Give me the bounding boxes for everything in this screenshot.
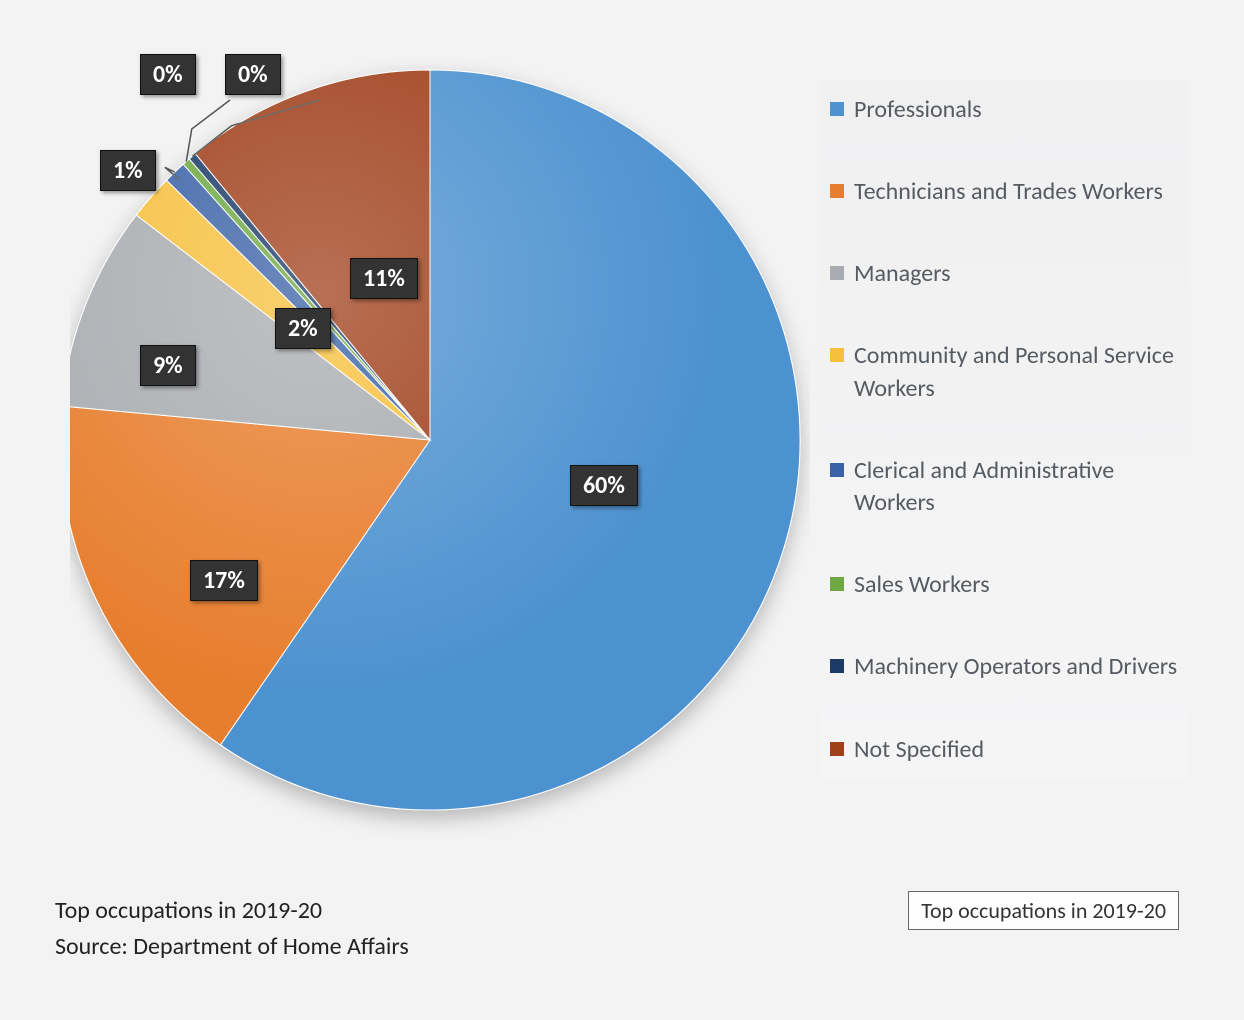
- legend-item: Machinery Operators and Drivers: [830, 651, 1178, 683]
- footer-title-box: Top occupations in 2019-20: [908, 891, 1179, 930]
- legend-swatch: [830, 659, 844, 673]
- slice-label: 1%: [100, 150, 156, 191]
- legend-label: Machinery Operators and Drivers: [854, 651, 1177, 683]
- legend-item: Clerical and Administrative Workers: [830, 455, 1178, 520]
- legend-label: Technicians and Trades Workers: [854, 176, 1163, 208]
- caption-source: Source: Department of Home Affairs: [55, 929, 409, 965]
- legend-swatch: [830, 463, 844, 477]
- legend-swatch: [830, 742, 844, 756]
- pie-svg: [70, 40, 810, 840]
- legend-item: Professionals: [830, 94, 1178, 126]
- slice-label: 11%: [350, 258, 418, 299]
- legend-swatch: [830, 102, 844, 116]
- legend-label: Managers: [854, 258, 951, 290]
- legend: Professionals Technicians and Trades Work…: [820, 80, 1188, 780]
- slice-label: 0%: [140, 54, 196, 95]
- caption-title: Top occupations in 2019-20: [55, 893, 409, 929]
- slice-label: 60%: [570, 465, 638, 506]
- caption: Top occupations in 2019-20 Source: Depar…: [55, 893, 409, 965]
- legend-swatch: [830, 184, 844, 198]
- legend-item: Community and Personal Service Workers: [830, 340, 1178, 405]
- legend-item: Sales Workers: [830, 569, 1178, 601]
- legend-item: Managers: [830, 258, 1178, 290]
- legend-label: Community and Personal Service Workers: [854, 340, 1178, 405]
- slice-label: 2%: [275, 308, 331, 349]
- legend-label: Professionals: [854, 94, 982, 126]
- legend-swatch: [830, 348, 844, 362]
- legend-item: Technicians and Trades Workers: [830, 176, 1178, 208]
- slice-label: 0%: [225, 54, 281, 95]
- legend-label: Sales Workers: [854, 569, 990, 601]
- slice-label: 17%: [190, 560, 258, 601]
- pie-chart: 60% 17% 9% 2% 1% 0% 0% 11%: [70, 40, 810, 840]
- legend-label: Clerical and Administrative Workers: [854, 455, 1178, 520]
- legend-item: Not Specified: [830, 734, 1178, 766]
- legend-label: Not Specified: [854, 734, 984, 766]
- slice-label: 9%: [140, 345, 196, 386]
- legend-swatch: [830, 266, 844, 280]
- legend-swatch: [830, 577, 844, 591]
